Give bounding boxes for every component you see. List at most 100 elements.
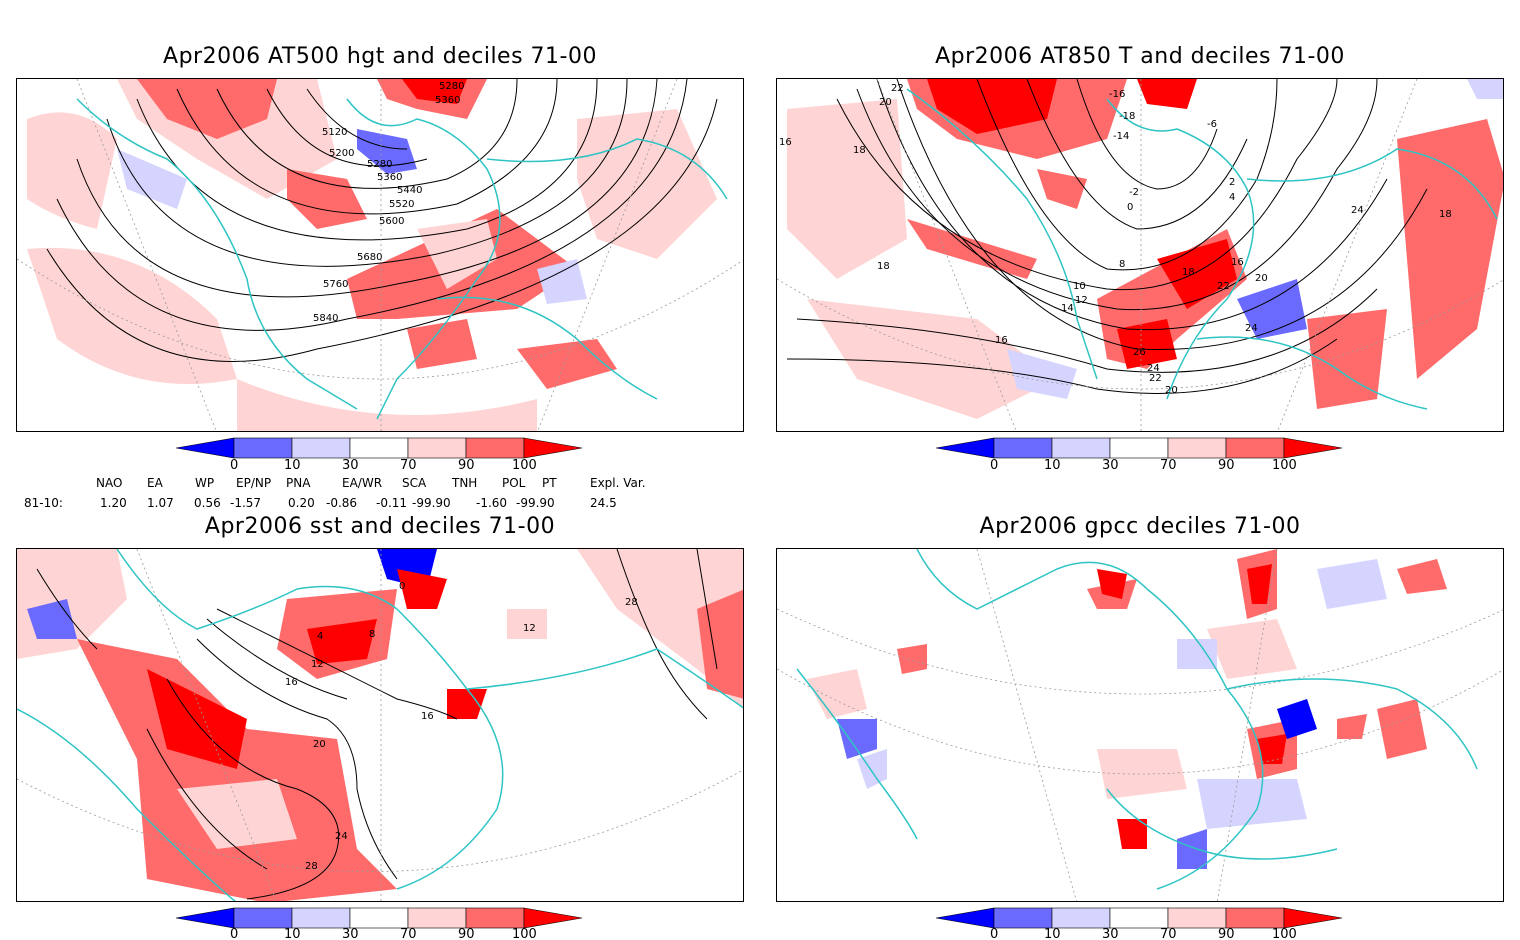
panel-title-sst: Apr2006 sst and deciles 71-00 [204, 514, 556, 539]
teleconnection-indices: NAO EA WP EP/NP PNA EA/WR SCA TNH POL PT… [0, 474, 760, 514]
index-header: NAO [96, 476, 123, 490]
index-value: -1.57 [230, 496, 262, 510]
contour-label: 24 [335, 831, 348, 842]
map-gpcc [777, 549, 1503, 901]
index-value: -99.90 [516, 496, 555, 510]
map-panel-sst: 0 4 8 12 16 16 20 24 28 28 12 [16, 548, 744, 902]
index-header: PNA [286, 476, 311, 490]
colorbar-tick: 10 [1044, 927, 1061, 938]
colorbar-tick: 30 [342, 927, 359, 938]
index-value: 0.20 [288, 496, 315, 510]
contour-label: -16 [1109, 89, 1125, 100]
contour-label: -18 [1119, 111, 1135, 122]
index-value: 1.07 [147, 496, 174, 510]
contour-label: 8 [1119, 259, 1125, 270]
contour-label: 20 [313, 739, 326, 750]
contour-label: 5520 [389, 199, 414, 210]
t850-contour-labels: 22 20 18 16 18 -16 -18 -14 -6 -2 0 2 4 8… [779, 83, 1452, 396]
contour-label: 5280 [367, 159, 392, 170]
colorbar-tick: 0 [990, 927, 998, 938]
contour-label: -6 [1207, 119, 1217, 130]
map-sst: 0 4 8 12 16 16 20 24 28 28 12 [17, 549, 743, 901]
contour-label: 5440 [397, 185, 422, 196]
panel-title-gpcc: Apr2006 gpcc deciles 71-00 [979, 514, 1301, 539]
contour-label: 22 [891, 83, 904, 94]
index-header: SCA [402, 476, 427, 490]
index-header: TNH [452, 476, 478, 490]
map-panel-gpcc [776, 548, 1504, 902]
contour-label: 24 [1351, 205, 1364, 216]
colorbar-bottom-right: 0 10 30 70 90 100 [935, 907, 1343, 938]
colorbar-tick: 30 [1102, 927, 1119, 938]
contour-label: 12 [1075, 295, 1088, 306]
panel-title-t850: Apr2006 AT850 T and deciles 71-00 [935, 44, 1345, 69]
contour-label: 24 [1245, 323, 1258, 334]
contour-label: 5200 [329, 148, 354, 159]
map-hgt500: 5120 5200 5280 5280 5360 5360 5440 5520 … [17, 79, 743, 431]
colorbar-tick: 10 [1044, 458, 1061, 472]
colorbar-tick: 30 [342, 458, 359, 472]
contour-label: -2 [1129, 187, 1139, 198]
map-t850: 22 20 18 16 18 -16 -18 -14 -6 -2 0 2 4 8… [777, 79, 1503, 431]
index-header: PT [542, 476, 557, 490]
contour-label: 18 [1182, 267, 1195, 278]
index-value: -0.11 [376, 496, 408, 510]
index-header: Expl. Var. [590, 476, 646, 490]
contour-label: 18 [1439, 209, 1452, 220]
index-header: EA/WR [342, 476, 383, 490]
index-value: 24.5 [590, 496, 617, 510]
contour-label: 14 [1061, 303, 1074, 314]
contour-label: 28 [305, 861, 318, 872]
contour-label: 12 [523, 623, 536, 634]
contour-label: 16 [995, 335, 1008, 346]
colorbar-tick: 0 [230, 927, 238, 938]
contour-label: 18 [877, 261, 890, 272]
sst-contour-labels: 0 4 8 12 16 16 20 24 28 28 12 [285, 581, 638, 872]
colorbar-tick: 70 [1160, 458, 1177, 472]
index-value: 1.20 [100, 496, 127, 510]
colorbar-top-left: 0 10 30 70 90 100 [175, 437, 583, 472]
colorbar-tick: 0 [990, 458, 998, 472]
colorbar-tick: 70 [400, 458, 417, 472]
colorbar-tick: 30 [1102, 458, 1119, 472]
contour-label: 4 [317, 631, 323, 642]
map-panel-t850: 22 20 18 16 18 -16 -18 -14 -6 -2 0 2 4 8… [776, 78, 1504, 432]
colorbar-tick: 90 [1218, 458, 1235, 472]
contour-label: 12 [311, 659, 324, 670]
contour-label: 2 [1229, 177, 1235, 188]
index-header: EA [147, 476, 163, 490]
panel-title-hgt500: Apr2006 AT500 hgt and deciles 71-00 [163, 44, 597, 69]
contour-label: 5840 [313, 313, 338, 324]
contour-label: 22 [1217, 281, 1230, 292]
colorbar-tick: 100 [1272, 458, 1297, 472]
contour-label: 5360 [377, 172, 402, 183]
colorbar-tick: 90 [458, 927, 475, 938]
hgt-contour-labels: 5120 5200 5280 5280 5360 5360 5440 5520 … [313, 81, 464, 324]
contour-label: 5760 [323, 279, 348, 290]
colorbar-bottom-left: 0 10 30 70 90 100 [175, 907, 583, 938]
contour-label: 16 [1231, 257, 1244, 268]
index-header: POL [502, 476, 526, 490]
index-value: -99.90 [412, 496, 451, 510]
contour-label: 8 [369, 629, 375, 640]
index-value: 0.56 [194, 496, 221, 510]
colorbar-tick: 100 [1272, 927, 1297, 938]
colorbar-tick: 90 [458, 458, 475, 472]
colorbar-tick: 90 [1218, 927, 1235, 938]
contour-label: 4 [1229, 192, 1235, 203]
index-header: EP/NP [236, 476, 272, 490]
contour-label: 24 [1147, 363, 1160, 374]
contour-label: 16 [779, 137, 792, 148]
map-panel-hgt500: 5120 5200 5280 5280 5360 5360 5440 5520 … [16, 78, 744, 432]
contour-label: 16 [285, 677, 298, 688]
contour-label: 5280 [439, 81, 464, 92]
contour-label: 0 [1127, 202, 1133, 213]
contour-label: 10 [1073, 281, 1086, 292]
index-value: -1.60 [476, 496, 508, 510]
contour-label: 16 [421, 711, 434, 722]
index-value: -0.86 [326, 496, 358, 510]
colorbar-tick: 70 [1160, 927, 1177, 938]
colorbar-tick: 0 [230, 458, 238, 472]
contour-label: 20 [1165, 385, 1178, 396]
index-row-label: 81-10: [24, 496, 63, 510]
